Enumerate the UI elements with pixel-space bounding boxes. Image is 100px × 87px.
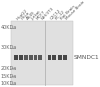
Text: 20KDa: 20KDa — [1, 66, 17, 71]
Bar — [63, 55, 67, 60]
Bar — [28, 55, 32, 60]
Bar — [11, 21, 73, 85]
Bar — [19, 55, 23, 60]
Bar — [48, 55, 52, 60]
Text: A549: A549 — [26, 10, 36, 21]
Text: PC-12: PC-12 — [55, 9, 66, 21]
Bar — [58, 55, 62, 60]
Text: Jurkat: Jurkat — [30, 10, 42, 21]
Text: NIH/3T3: NIH/3T3 — [40, 6, 55, 21]
Text: HeLa: HeLa — [21, 11, 31, 21]
Text: Mouse Brain: Mouse Brain — [65, 0, 86, 21]
Bar — [38, 55, 42, 60]
Text: 30KDa: 30KDa — [1, 45, 17, 50]
Text: MCF7: MCF7 — [36, 10, 46, 21]
Text: Rat Brain: Rat Brain — [60, 5, 76, 21]
Text: 15KDa: 15KDa — [1, 74, 17, 79]
Bar — [24, 55, 28, 60]
Text: SMNDC1: SMNDC1 — [74, 55, 100, 60]
Text: C2C12: C2C12 — [50, 8, 62, 21]
Bar — [52, 55, 56, 60]
Bar — [14, 55, 18, 60]
Bar — [34, 55, 38, 60]
Text: 10KDa: 10KDa — [1, 81, 17, 86]
Text: HepG2: HepG2 — [16, 8, 28, 21]
Text: 40KDa: 40KDa — [1, 25, 17, 30]
